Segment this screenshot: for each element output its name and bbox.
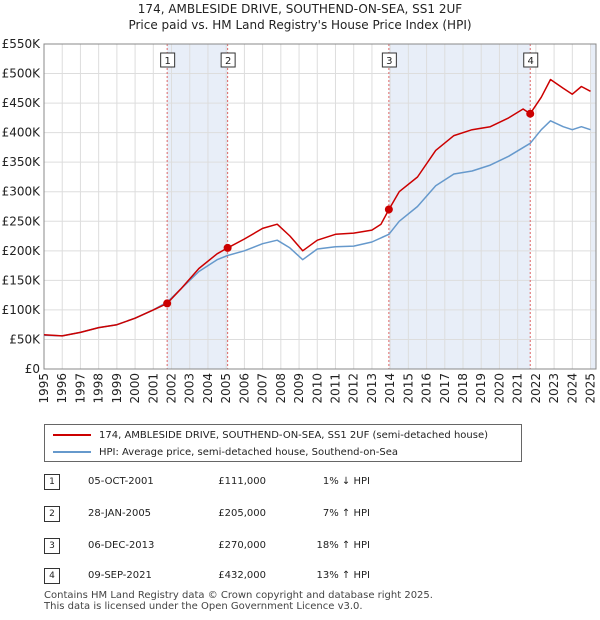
sale-point bbox=[526, 109, 535, 118]
transaction-price: £111,000 bbox=[218, 476, 266, 487]
transaction-hpi-diff: 18% ↑ HPI bbox=[316, 540, 370, 551]
x-tick-label: 2020 bbox=[492, 373, 506, 404]
shaded-range bbox=[388, 44, 531, 369]
y-tick-label: £400K bbox=[2, 126, 42, 140]
transaction-date: 06-DEC-2013 bbox=[88, 540, 155, 551]
x-tick-label: 1995 bbox=[37, 373, 51, 404]
transaction-hpi-diff: 7% ↑ HPI bbox=[322, 508, 370, 519]
y-tick-label: £200K bbox=[2, 244, 42, 258]
x-tick-label: 2007 bbox=[256, 373, 270, 404]
x-tick-label: 2016 bbox=[420, 373, 434, 404]
x-tick-label: 2001 bbox=[146, 373, 160, 404]
x-tick-label: 2017 bbox=[438, 373, 452, 404]
legend-swatch-hpi bbox=[53, 451, 91, 453]
y-tick-label: £0 bbox=[25, 362, 40, 376]
legend-item-property: 174, AMBLESIDE DRIVE, SOUTHEND-ON-SEA, S… bbox=[53, 427, 488, 443]
x-tick-label: 2002 bbox=[165, 373, 179, 404]
y-tick-label: £500K bbox=[2, 67, 42, 81]
marker-label-box bbox=[523, 52, 539, 68]
table-row: 1 05-OCT-2001 £111,000 1% ↓ HPI bbox=[0, 474, 600, 494]
marker-label-box bbox=[381, 52, 397, 68]
legend-label-property: 174, AMBLESIDE DRIVE, SOUTHEND-ON-SEA, S… bbox=[99, 429, 489, 441]
x-tick-label: 2025 bbox=[584, 373, 598, 404]
x-tick-label: 2019 bbox=[474, 373, 488, 404]
sale-point bbox=[384, 205, 393, 214]
transaction-price: £205,000 bbox=[218, 508, 266, 519]
chart-subtitle: Price paid vs. HM Land Registry's House … bbox=[128, 18, 472, 32]
y-tick-label: £250K bbox=[2, 214, 42, 228]
table-row: 4 09-SEP-2021 £432,000 13% ↑ HPI bbox=[0, 568, 600, 588]
legend-item-hpi: HPI: Average price, semi-detached house,… bbox=[53, 444, 398, 460]
sale-point bbox=[163, 299, 172, 308]
x-tick-label: 2022 bbox=[529, 373, 543, 404]
marker-label: 1 bbox=[164, 56, 170, 67]
transaction-number: 3 bbox=[44, 538, 60, 554]
x-tick-label: 1996 bbox=[55, 373, 69, 404]
y-tick-label: £50K bbox=[9, 332, 41, 346]
transaction-price: £270,000 bbox=[218, 540, 266, 551]
legend-label-hpi: HPI: Average price, semi-detached house,… bbox=[99, 446, 398, 458]
shaded-range bbox=[590, 44, 596, 369]
y-tick-label: £100K bbox=[2, 303, 42, 317]
y-tick-label: £300K bbox=[2, 185, 42, 199]
x-tick-label: 2015 bbox=[401, 373, 415, 404]
chart-title: 174, AMBLESIDE DRIVE, SOUTHEND-ON-SEA, S… bbox=[137, 2, 463, 16]
transaction-number: 1 bbox=[44, 474, 60, 490]
table-row: 3 06-DEC-2013 £270,000 18% ↑ HPI bbox=[0, 538, 600, 558]
marker-label: 4 bbox=[528, 56, 534, 67]
x-tick-label: 2006 bbox=[237, 373, 251, 404]
y-tick-label: £150K bbox=[2, 273, 42, 287]
transaction-number: 2 bbox=[44, 506, 60, 522]
x-tick-label: 1997 bbox=[73, 373, 87, 404]
x-tick-label: 2018 bbox=[456, 373, 470, 404]
x-tick-label: 2013 bbox=[365, 373, 379, 404]
y-tick-label: £350K bbox=[2, 155, 42, 169]
x-tick-label: 2012 bbox=[347, 373, 361, 404]
price-chart: £0 £50K £100K £150K £200K £250K £300K £350K £400… bbox=[2, 37, 598, 404]
plot-frame bbox=[43, 43, 597, 370]
x-tick-label: 2010 bbox=[310, 373, 324, 404]
marker-label: 2 bbox=[225, 56, 231, 67]
footer: Contains HM Land Registry data © Crown c… bbox=[44, 590, 433, 612]
x-tick-label: 1999 bbox=[110, 373, 124, 404]
x-tick-label: 2024 bbox=[565, 373, 579, 404]
chart-legend: 174, AMBLESIDE DRIVE, SOUTHEND-ON-SEA, S… bbox=[44, 424, 522, 462]
transaction-price: £432,000 bbox=[218, 570, 266, 581]
shaded-range bbox=[167, 44, 228, 369]
x-tick-label: 2011 bbox=[328, 373, 342, 404]
transaction-hpi-diff: 1% ↓ HPI bbox=[322, 476, 370, 487]
table-row: 2 28-JAN-2005 £205,000 7% ↑ HPI bbox=[0, 506, 600, 526]
x-tick-label: 2023 bbox=[547, 373, 561, 404]
legend-swatch-property bbox=[53, 434, 91, 436]
transaction-date: 28-JAN-2005 bbox=[88, 508, 152, 519]
marker-label-box bbox=[160, 52, 176, 68]
x-tick-label: 2003 bbox=[183, 373, 197, 404]
y-tick-label: £450K bbox=[2, 96, 42, 110]
marker-label: 3 bbox=[386, 56, 392, 67]
x-tick-label: 2000 bbox=[128, 373, 142, 404]
x-tick-label: 2021 bbox=[511, 373, 525, 404]
transaction-date: 09-SEP-2021 bbox=[88, 570, 152, 581]
x-tick-label: 2005 bbox=[219, 373, 233, 404]
x-tick-label: 2004 bbox=[201, 373, 215, 404]
x-tick-label: 2014 bbox=[383, 373, 397, 404]
y-tick-label: £550K bbox=[2, 37, 42, 51]
footer-copyright: Contains HM Land Registry data © Crown c… bbox=[44, 590, 433, 601]
transaction-date: 05-OCT-2001 bbox=[88, 476, 154, 487]
footer-licence: This data is licensed under the Open Gov… bbox=[44, 601, 363, 612]
x-tick-label: 1998 bbox=[92, 373, 106, 404]
transaction-number: 4 bbox=[44, 568, 60, 584]
transaction-hpi-diff: 13% ↑ HPI bbox=[316, 570, 370, 581]
x-tick-label: 2008 bbox=[274, 373, 288, 404]
sale-point bbox=[223, 243, 232, 252]
marker-label-box bbox=[220, 52, 236, 68]
x-tick-label: 2009 bbox=[292, 373, 306, 404]
